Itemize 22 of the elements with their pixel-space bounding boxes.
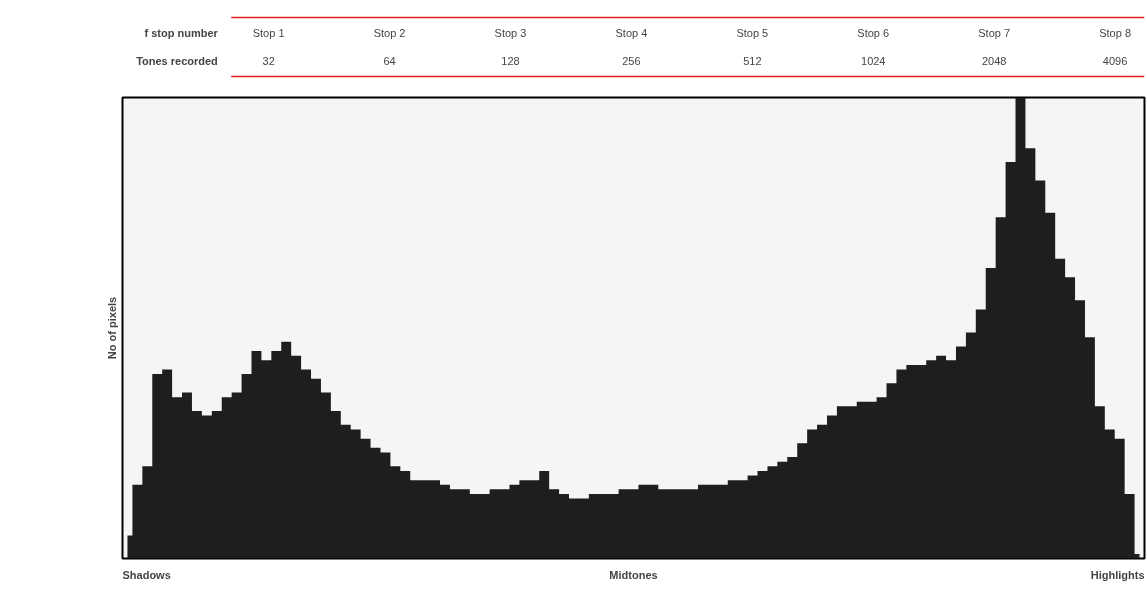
category-label: Stop 8 bbox=[1099, 26, 1132, 39]
text: f stop number bbox=[144, 26, 219, 39]
category-label: Stop 2 bbox=[373, 26, 406, 39]
category-label: Stop 3 bbox=[494, 26, 527, 39]
text: 32 bbox=[262, 54, 275, 67]
category-label: Stop 1 bbox=[252, 26, 285, 39]
text: 2048 bbox=[981, 54, 1007, 67]
text: Tones recorded bbox=[136, 54, 218, 67]
category-label: Stop 7 bbox=[978, 26, 1011, 39]
category-label: Stop 4 bbox=[615, 26, 648, 39]
y-axis-title: No of pixels bbox=[105, 296, 118, 360]
text: 4096 bbox=[1102, 54, 1128, 67]
text: Shadows bbox=[122, 568, 171, 581]
category-label: Stop 6 bbox=[857, 26, 890, 39]
category-label: Stop 5 bbox=[736, 26, 769, 39]
text: Highlights bbox=[1090, 568, 1145, 581]
text: 64 bbox=[383, 54, 396, 67]
text: Midtones bbox=[609, 568, 658, 581]
text: 128 bbox=[501, 54, 520, 67]
text: 512 bbox=[743, 54, 762, 67]
text: 256 bbox=[622, 54, 641, 67]
text: 1024 bbox=[861, 54, 886, 67]
